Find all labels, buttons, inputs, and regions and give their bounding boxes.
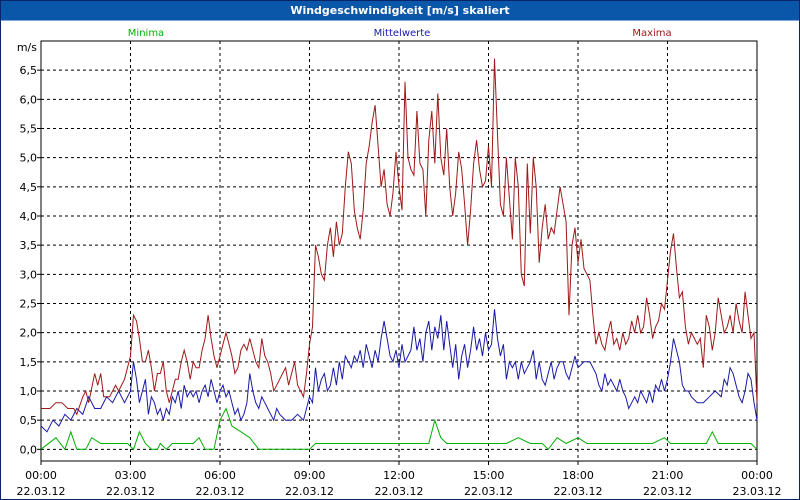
y-tick-label: 6,5 [20,64,38,77]
legend-mittelwerte: Mittelwerte [374,28,431,39]
x-tick-time: 00:00 [25,469,57,482]
x-tick-date: 22.03.12 [464,485,513,498]
series-line-mittelwerte [40,309,758,433]
y-tick-label: 4,0 [20,210,38,223]
x-tick-date: 22.03.12 [643,485,692,498]
x-tick-time: 06:00 [204,469,236,482]
y-tick-label: 0,5 [20,414,38,427]
legend-maxima: Maxima [632,28,671,39]
x-tick-date: 22.03.12 [554,485,603,498]
y-tick-label: 3,5 [20,239,38,252]
x-tick-date: 22.03.12 [196,485,245,498]
x-tick-time: 18:00 [562,469,594,482]
series-line-minima [40,407,758,451]
y-tick-label: 3,0 [20,268,38,281]
x-tick-time: 15:00 [473,469,505,482]
y-tick-label: 5,0 [20,152,38,165]
y-tick-label: 6,0 [20,93,38,106]
y-tick-label: 5,5 [20,123,38,136]
x-tick-time: 00:00 [741,469,773,482]
y-tick-label: 1,0 [20,385,38,398]
y-tick-label: 2,0 [20,327,38,340]
x-tick-time: 21:00 [652,469,684,482]
y-tick-label: 2,5 [20,298,38,311]
x-tick-date: 22.03.12 [17,485,66,498]
y-tick-label: 4,5 [20,181,38,194]
x-tick-time: 12:00 [383,469,415,482]
legend-minima: Minima [128,28,164,39]
x-tick-date: 22.03.12 [285,485,334,498]
x-tick-time: 03:00 [115,469,147,482]
y-tick-label: 0,0 [20,443,38,456]
x-tick-date: 23.03.12 [733,485,782,498]
y-axis-label: m/s [17,41,37,54]
series-line-maxima [41,58,758,416]
y-tick-label: 1,5 [20,356,38,369]
chart-title: Windgeschwindigkeit [m/s] skaliert [1,1,799,21]
x-tick-time: 09:00 [294,469,326,482]
x-tick-date: 22.03.12 [106,485,155,498]
x-tick-date: 22.03.12 [375,485,424,498]
